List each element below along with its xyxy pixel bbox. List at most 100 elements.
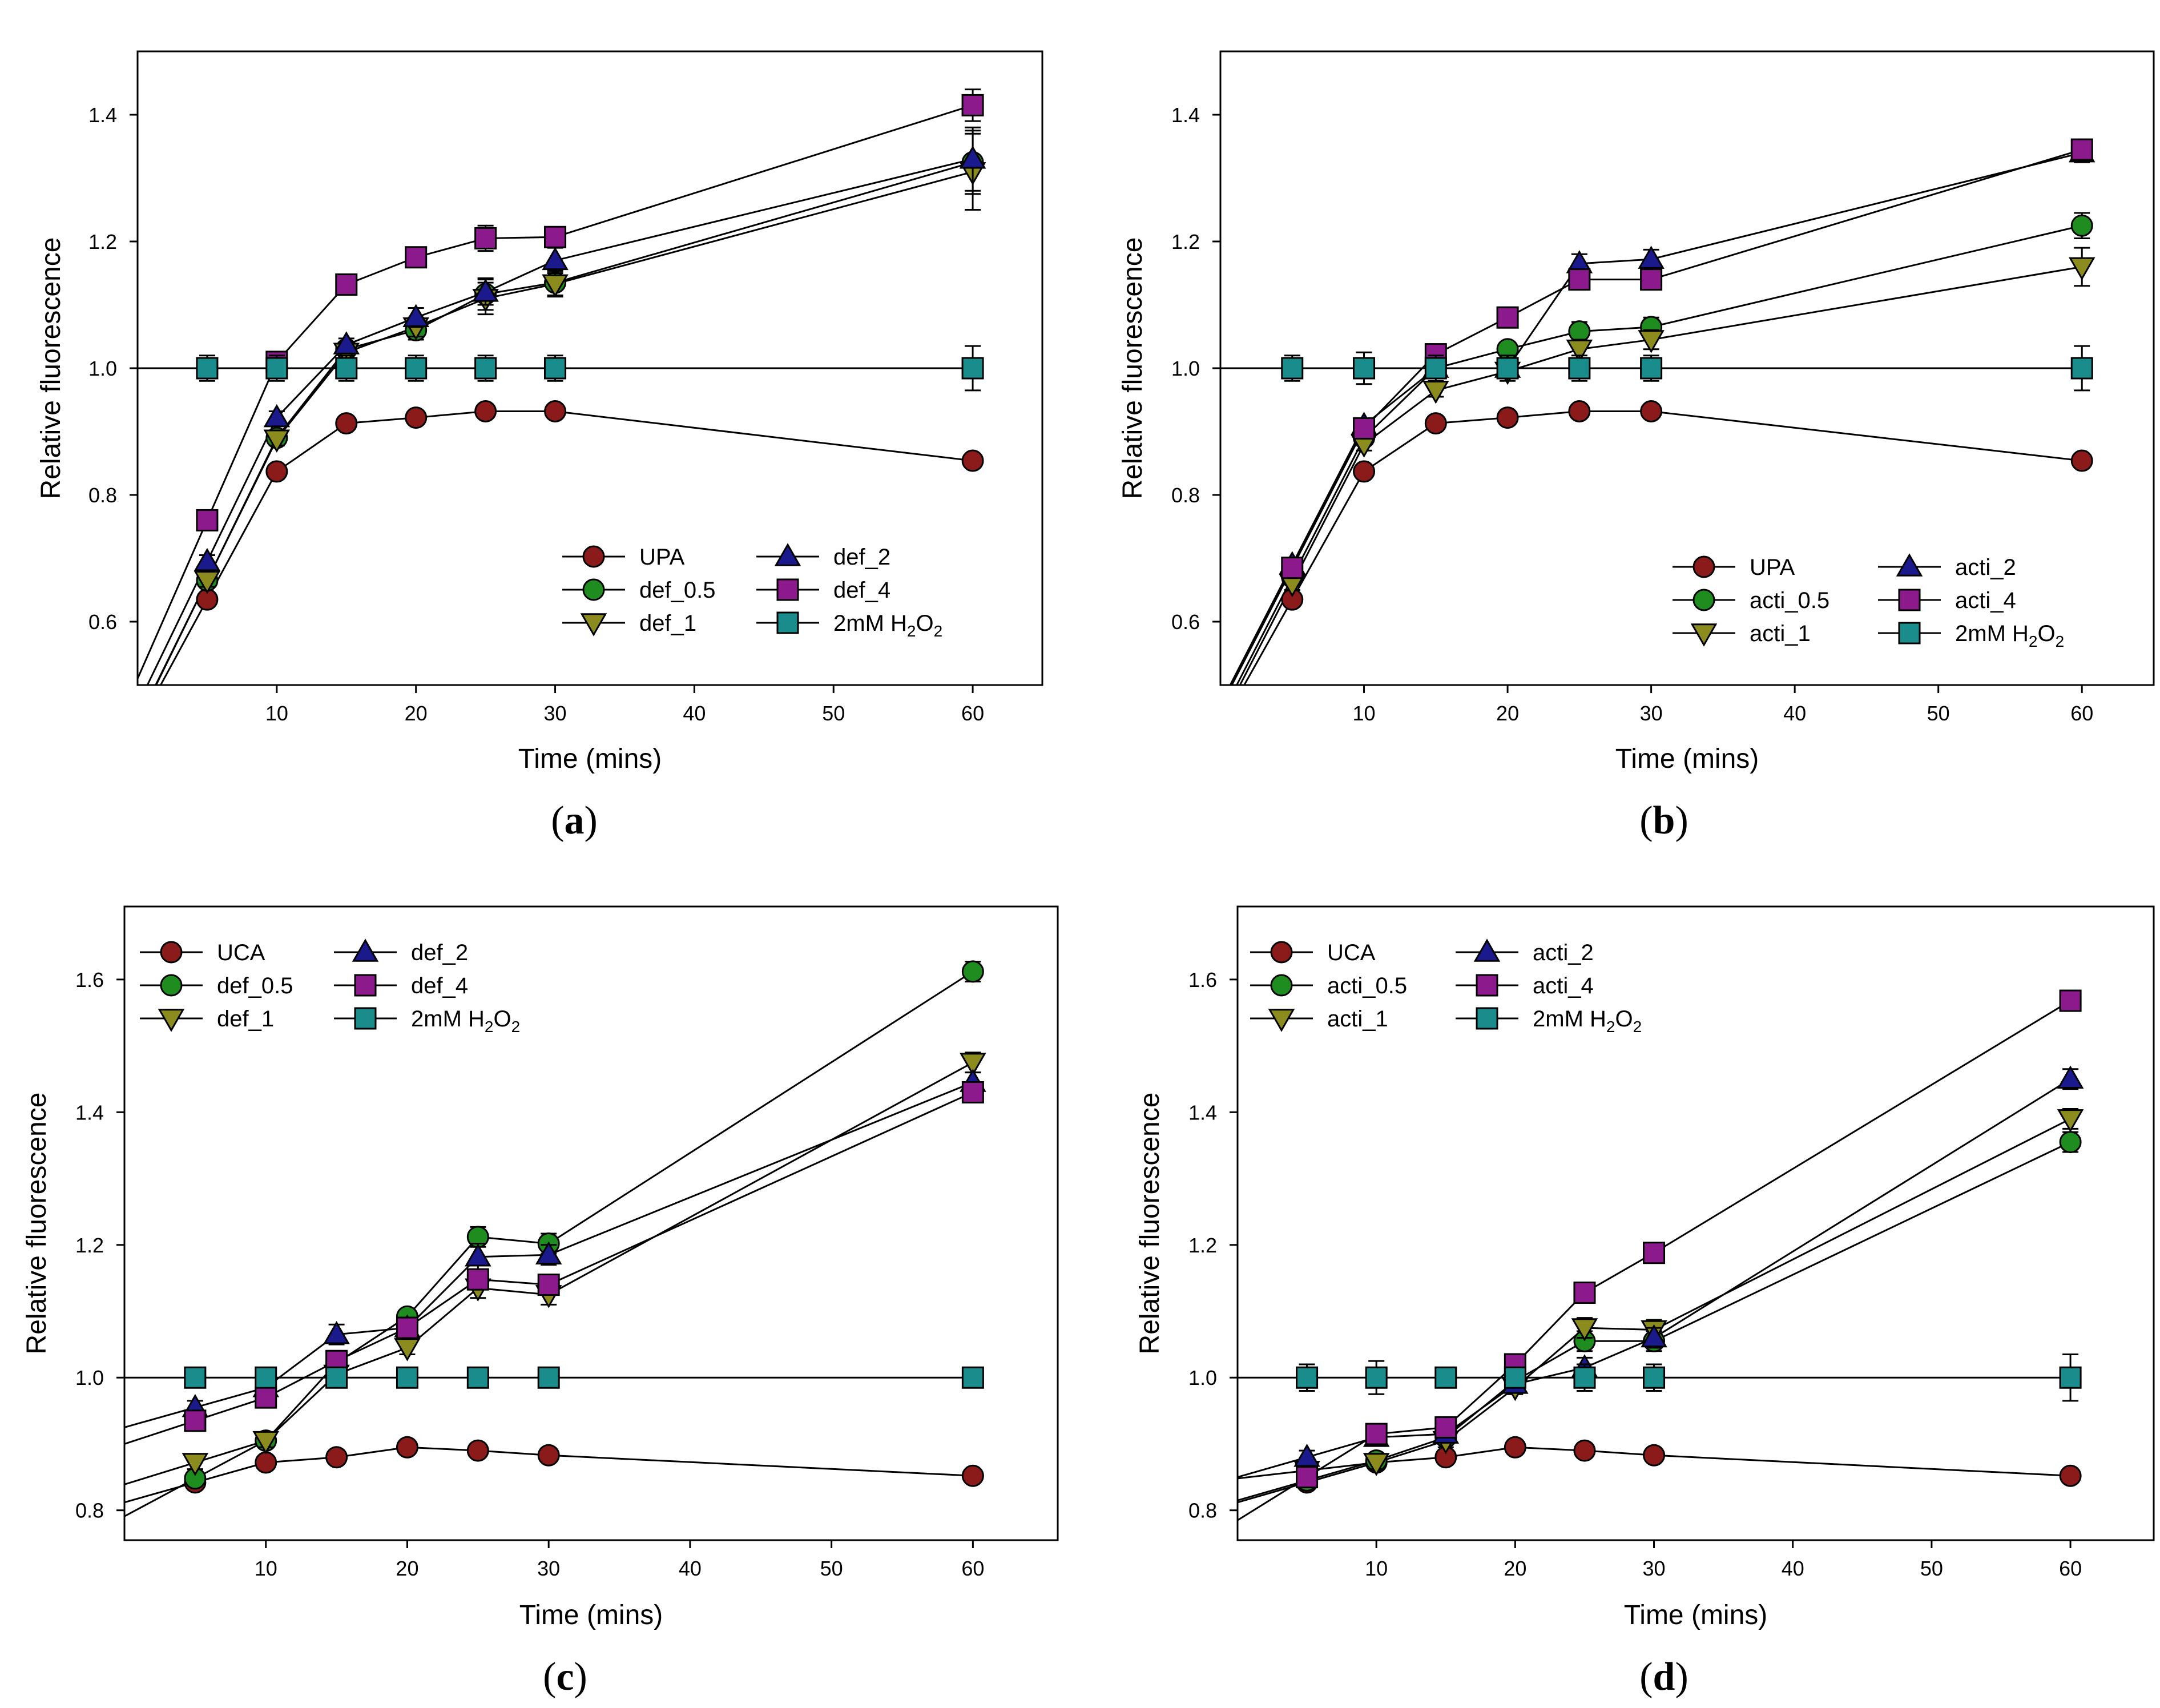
- series-line-def_1: [155, 171, 973, 685]
- series-line-def_2: [124, 1081, 973, 1428]
- data-point: [196, 509, 219, 531]
- data-point: [1638, 330, 1665, 353]
- data-point: [1640, 357, 1663, 380]
- legend: UCA acti_0.5 acti_1 acti_2 acti_4 2mM H2O2: [1250, 938, 1642, 1036]
- data-point: [2070, 138, 2093, 161]
- data-point: [325, 1446, 348, 1469]
- data-point: [466, 1366, 489, 1389]
- data-point: [323, 1320, 350, 1344]
- x-tick-label: 20: [1504, 1557, 1526, 1580]
- data-point: [1641, 1324, 1667, 1348]
- legend-marker: [158, 1009, 185, 1032]
- y-tick-label: 1.4: [1188, 1101, 1217, 1124]
- legend-label: acti_4: [1533, 973, 1594, 998]
- data-point: [961, 960, 984, 983]
- legend-marker: [1896, 553, 1923, 577]
- data-point: [252, 1431, 280, 1455]
- x-tick-label: 20: [396, 1557, 418, 1580]
- panel-label: (a): [551, 799, 598, 843]
- data-point: [544, 357, 567, 380]
- x-tick-label: 10: [255, 1557, 277, 1580]
- legend-label: acti_2: [1955, 555, 2016, 580]
- series-lines: [138, 104, 973, 685]
- legend-item: def_2: [756, 543, 890, 570]
- y-tick-label: 1.0: [75, 1366, 104, 1389]
- x-tick-label: 10: [1353, 702, 1376, 725]
- data-point: [1422, 381, 1449, 404]
- y-tick-label: 1.2: [88, 230, 117, 253]
- y-tick-label: 0.6: [88, 610, 117, 634]
- legend-item: acti_4: [1878, 588, 2016, 613]
- legend-marker: [1476, 974, 1498, 997]
- data-point: [396, 1436, 418, 1459]
- data-point: [959, 145, 986, 169]
- data-point: [255, 1386, 277, 1409]
- y-tick-label: 1.2: [1188, 1234, 1217, 1257]
- data-point: [1640, 268, 1663, 291]
- data-point: [1353, 357, 1376, 380]
- y-tick-label: 1.2: [75, 1234, 104, 1257]
- x-tick-label: 10: [1365, 1557, 1388, 1580]
- legend-marker: [1476, 1007, 1498, 1030]
- legend-item: def_0.5: [562, 578, 715, 603]
- legend-label: UCA: [1327, 940, 1376, 965]
- legend-item: 2mM H2O2: [756, 611, 942, 640]
- data-point: [184, 1409, 207, 1432]
- x-tick-label: 30: [1643, 1557, 1666, 1580]
- legend-label: 2mM H2O2: [833, 611, 942, 640]
- legend-label: def_4: [411, 973, 468, 998]
- data-point: [537, 1366, 560, 1389]
- data-point: [1296, 1466, 1319, 1489]
- legend-label: acti_1: [1750, 621, 1811, 646]
- series-line-UPA: [159, 410, 973, 685]
- legend-marker: [582, 545, 605, 568]
- data-point: [961, 449, 984, 472]
- x-tick-label: 60: [961, 702, 984, 725]
- x-tick-label: 40: [1782, 1557, 1804, 1580]
- x-tick-label: 50: [1927, 702, 1950, 725]
- legend-marker: [774, 543, 801, 566]
- data-point: [265, 357, 288, 380]
- data-point: [335, 273, 358, 296]
- data-point: [537, 1444, 560, 1467]
- legend-marker: [352, 938, 379, 962]
- data-point: [2057, 1065, 2084, 1089]
- data-point: [961, 94, 984, 116]
- x-tick-label: 50: [820, 1557, 843, 1580]
- y-axis-title: Relative fluorescence: [1135, 1093, 1165, 1355]
- legend-marker: [776, 611, 799, 634]
- x-tick-label: 60: [2059, 1557, 2082, 1580]
- data-point: [2059, 1464, 2082, 1487]
- data-point: [184, 1366, 207, 1389]
- legend-item: UCA: [1250, 940, 1376, 965]
- legend-label: UCA: [217, 940, 265, 965]
- legend-item: def_4: [334, 973, 468, 998]
- data-point: [402, 304, 429, 327]
- chart-panel-c: 10 20 30 40 50 60 0.8 1.0 1.2 1.4 1.6 Time (mins) Re…: [22, 905, 1059, 1699]
- legend-item: acti_1: [1673, 621, 1811, 647]
- data-point: [196, 357, 219, 380]
- data-point: [1424, 357, 1447, 380]
- legend-item: acti_2: [1878, 553, 2016, 580]
- x-axis-title: Time (mins): [1624, 1600, 1768, 1630]
- series-markers: [1279, 138, 2095, 611]
- data-point: [325, 1366, 348, 1389]
- x-tick-label: 10: [265, 702, 288, 725]
- data-point: [1568, 268, 1591, 291]
- series-markers: [194, 88, 986, 611]
- x-tick-label: 40: [683, 702, 706, 725]
- data-point: [2059, 1366, 2082, 1389]
- data-point: [1293, 1444, 1320, 1467]
- series-line-acti_2: [1229, 152, 2082, 685]
- data-point: [263, 404, 291, 428]
- chart-panel-a: 10 20 30 40 50 60 0.6 0.8 1.0 1.2 1.4 Time (mins) Re…: [36, 50, 1043, 843]
- legend-marker: [1898, 622, 1921, 644]
- data-point: [2059, 1131, 2082, 1154]
- x-tick-label: 40: [1783, 702, 1806, 725]
- legend-item: def_2: [334, 938, 468, 965]
- data-point: [1573, 1439, 1596, 1462]
- legend-label: def_2: [411, 940, 468, 965]
- data-point: [333, 331, 360, 355]
- series-line-UCA: [124, 1446, 973, 1504]
- legend-item: 2mM H2O2: [1456, 1006, 1642, 1036]
